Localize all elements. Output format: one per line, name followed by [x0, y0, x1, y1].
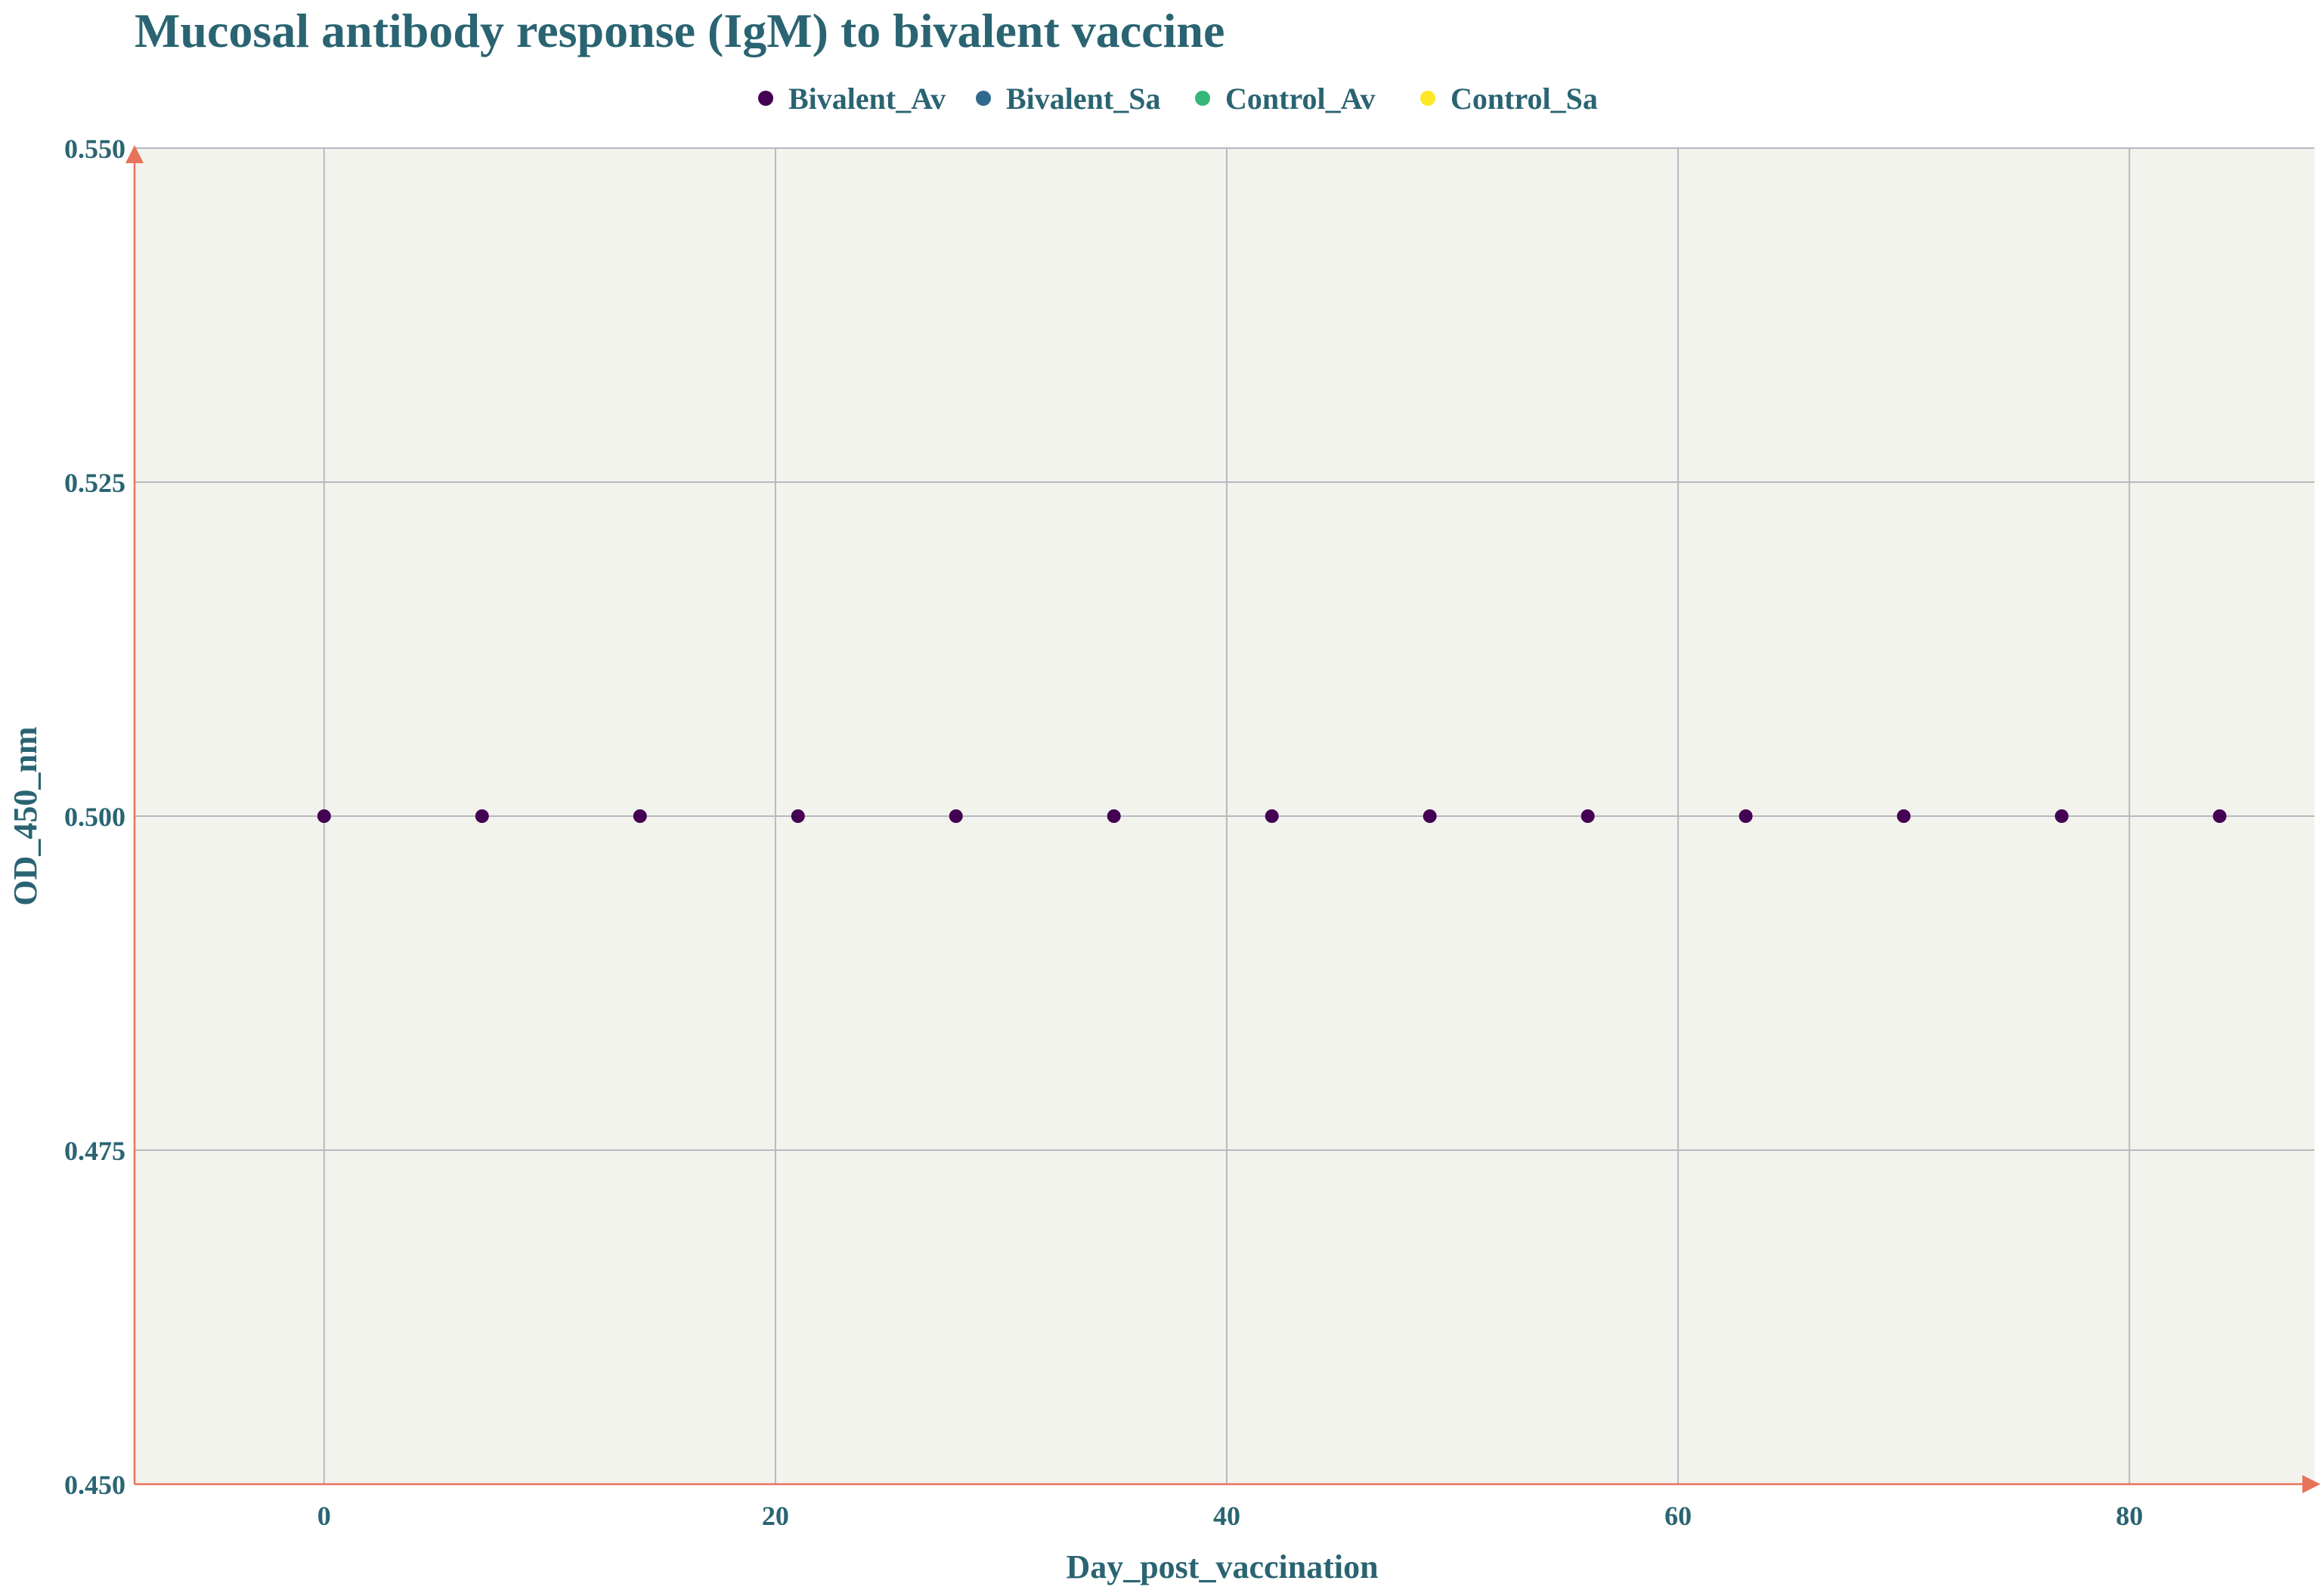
x-tick-label: 60 [1664, 1501, 1692, 1531]
x-tick-label: 0 [317, 1501, 331, 1531]
legend-label: Control_Sa [1450, 82, 1598, 116]
data-point [791, 809, 805, 823]
data-point [1107, 809, 1121, 823]
x-tick-label: 20 [762, 1501, 789, 1531]
chart-title: Mucosal antibody response (IgM) to bival… [135, 4, 1224, 57]
legend-item[interactable]: Control_Sa [1420, 82, 1598, 116]
y-tick-label: 0.500 [64, 802, 125, 832]
x-tick-label: 80 [2116, 1501, 2143, 1531]
legend-marker-icon [758, 91, 773, 106]
data-point [317, 809, 331, 823]
data-point [1581, 809, 1595, 823]
x-axis-title: Day_post_vaccination [1066, 1548, 1378, 1585]
legend-label: Control_Av [1225, 82, 1376, 116]
tick-labels: 0 20 40 60 80 0.450 0.475 0.500 0.525 0.550 [64, 134, 2143, 1531]
legend-marker-icon [1420, 91, 1435, 106]
data-point [949, 809, 963, 823]
legend-item[interactable]: Bivalent_Av [758, 82, 946, 116]
y-tick-label: 0.525 [64, 468, 125, 498]
legend-marker-icon [1195, 91, 1210, 106]
legend-item[interactable]: Bivalent_Sa [976, 82, 1160, 116]
x-tick-label: 40 [1213, 1501, 1240, 1531]
data-point [475, 809, 489, 823]
data-point [1423, 809, 1437, 823]
legend-item[interactable]: Control_Av [1195, 82, 1376, 116]
data-point [2212, 809, 2227, 823]
data-point [633, 809, 647, 823]
axes [125, 145, 2320, 1493]
legend[interactable]: Bivalent_Av Bivalent_Sa Control_Av Control_… [758, 82, 1598, 116]
legend-marker-icon [976, 91, 991, 106]
y-axis-arrow-icon [125, 145, 144, 163]
y-tick-label: 0.475 [64, 1136, 125, 1166]
y-axis-title: OD_450_nm [7, 726, 44, 905]
legend-label: Bivalent_Sa [1006, 82, 1160, 116]
data-point [1265, 809, 1279, 823]
legend-label: Bivalent_Av [788, 82, 946, 116]
y-tick-label: 0.450 [64, 1470, 125, 1500]
y-tick-label: 0.550 [64, 134, 125, 164]
data-points [317, 809, 2227, 823]
data-point [1738, 809, 1753, 823]
data-point [1896, 809, 1911, 823]
data-point [2054, 809, 2069, 823]
x-axis-arrow-icon [2302, 1475, 2320, 1493]
